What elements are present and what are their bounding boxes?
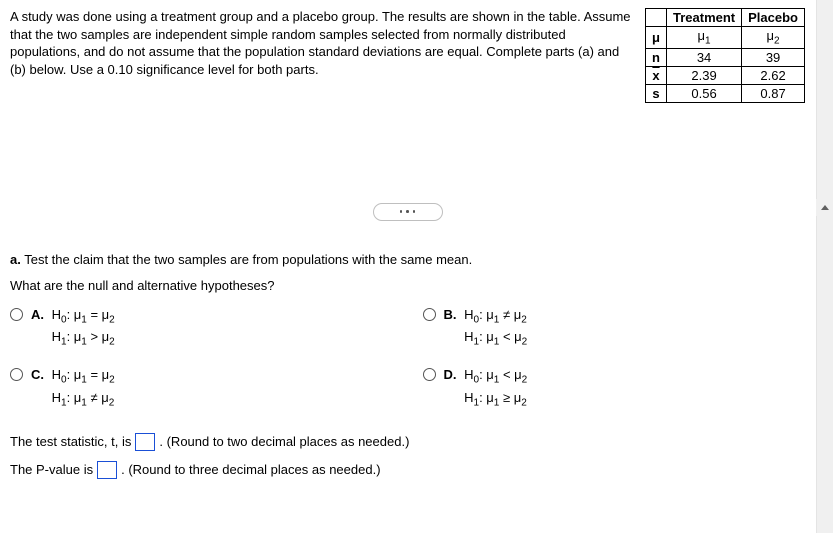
intro-text: A study was done using a treatment group… — [10, 8, 637, 78]
dot-icon — [413, 210, 416, 213]
row-key-n: n — [646, 48, 667, 66]
cell: 39 — [742, 48, 805, 66]
table-row: x 2.39 2.62 — [646, 66, 805, 84]
h1-line: H1: μ1 ≠ μ2 — [52, 390, 115, 405]
radio-icon[interactable] — [10, 368, 23, 381]
table-header-treatment: Treatment — [667, 9, 742, 27]
radio-icon[interactable] — [423, 308, 436, 321]
dot-icon — [406, 210, 409, 213]
cell: μ2 — [742, 27, 805, 49]
option-c[interactable]: C. H0: μ1 = μ2 C. H1: μ1 ≠ μ2 — [10, 366, 393, 410]
pval-post: . (Round to three decimal places as need… — [121, 462, 380, 477]
table-row: μ μ1 μ2 — [646, 27, 805, 49]
cell: 34 — [667, 48, 742, 66]
option-letter: C. — [31, 367, 44, 382]
row-key-s: s — [646, 84, 667, 102]
scrollbar-track[interactable] — [816, 0, 833, 533]
h0-line: H0: μ1 < μ2 — [464, 367, 527, 382]
h1-line: H1: μ1 > μ2 — [52, 329, 115, 344]
test-statistic-row: The test statistic, t, is . (Round to tw… — [10, 433, 805, 451]
option-letter: B. — [444, 307, 457, 322]
table-row: n 34 39 — [646, 48, 805, 66]
chevron-up-icon — [821, 205, 829, 210]
tstat-post: . (Round to two decimal places as needed… — [159, 434, 409, 449]
radio-icon[interactable] — [423, 368, 436, 381]
pvalue-row: The P-value is . (Round to three decimal… — [10, 461, 805, 479]
h1-line: H1: μ1 < μ2 — [464, 329, 527, 344]
option-a[interactable]: A. H0: μ1 = μ2 A. H1: μ1 > μ2 — [10, 306, 393, 350]
option-d[interactable]: D. H0: μ1 < μ2 D. H1: μ1 ≥ μ2 — [423, 366, 806, 410]
table-corner — [646, 9, 667, 27]
table-row: s 0.56 0.87 — [646, 84, 805, 102]
option-b[interactable]: B. H0: μ1 ≠ μ2 B. H1: μ1 < μ2 — [423, 306, 806, 350]
h0-line: H0: μ1 ≠ μ2 — [464, 307, 527, 322]
h1-line: H1: μ1 ≥ μ2 — [464, 390, 527, 405]
radio-icon[interactable] — [10, 308, 23, 321]
option-letter: A. — [31, 307, 44, 322]
cell: 2.39 — [667, 66, 742, 84]
table-header-placebo: Placebo — [742, 9, 805, 27]
data-table: Treatment Placebo μ μ1 μ2 n 34 39 x 2.39… — [645, 8, 805, 103]
dot-icon — [400, 210, 403, 213]
h0-line: H0: μ1 = μ2 — [52, 307, 115, 322]
cell: 0.87 — [742, 84, 805, 102]
h0-line: H0: μ1 = μ2 — [52, 367, 115, 382]
option-letter: D. — [444, 367, 457, 382]
cell: μ1 — [667, 27, 742, 49]
scroll-up-button[interactable] — [816, 199, 833, 216]
cell: 2.62 — [742, 66, 805, 84]
section-a-heading: a. Test the claim that the two samples a… — [10, 251, 805, 297]
tstat-pre: The test statistic, t, is — [10, 434, 131, 449]
options-grid: A. H0: μ1 = μ2 A. H1: μ1 > μ2 B. H0: μ1 … — [10, 306, 805, 410]
pval-pre: The P-value is — [10, 462, 93, 477]
row-key-xbar: x — [646, 66, 667, 84]
cell: 0.56 — [667, 84, 742, 102]
tstat-input[interactable] — [135, 433, 155, 451]
pval-input[interactable] — [97, 461, 117, 479]
expand-pill[interactable] — [373, 203, 443, 221]
row-key-mu: μ — [646, 27, 667, 49]
